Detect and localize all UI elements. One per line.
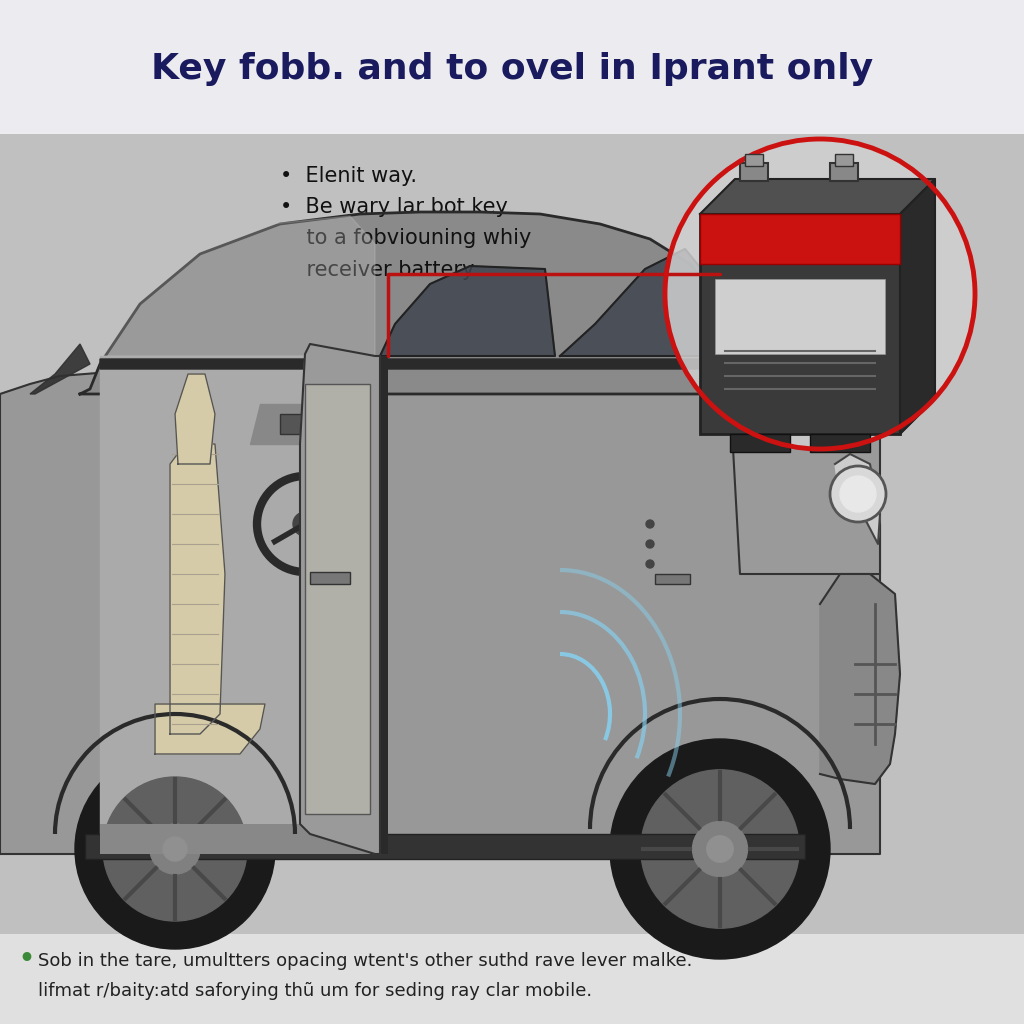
Circle shape — [665, 139, 975, 449]
Circle shape — [707, 836, 733, 862]
Circle shape — [646, 540, 654, 548]
Polygon shape — [300, 344, 380, 854]
Polygon shape — [170, 444, 225, 734]
Polygon shape — [155, 705, 265, 754]
Text: •: • — [18, 947, 34, 971]
Bar — [85, 834, 805, 859]
Circle shape — [641, 770, 799, 928]
Bar — [715, 279, 885, 354]
Bar — [740, 163, 768, 181]
Polygon shape — [380, 266, 555, 356]
Polygon shape — [835, 454, 880, 544]
Polygon shape — [900, 179, 935, 434]
Polygon shape — [100, 359, 730, 369]
Bar — [0, 934, 1024, 1024]
Circle shape — [75, 749, 275, 949]
Polygon shape — [560, 249, 720, 356]
Polygon shape — [100, 356, 375, 854]
Text: Sob in the tare, umultters opacing wtent's other suthd rave lever malke.: Sob in the tare, umultters opacing wtent… — [38, 952, 692, 970]
Text: •  Elenit way.
•  Be wary lar bot key
    to a fobviouning whiy
    receiver bat: • Elenit way. • Be wary lar bot key to a… — [280, 166, 531, 280]
Polygon shape — [0, 361, 880, 854]
Polygon shape — [80, 212, 730, 394]
Polygon shape — [730, 356, 880, 574]
Bar — [810, 434, 870, 452]
Bar — [100, 824, 375, 854]
Polygon shape — [30, 344, 90, 394]
Bar — [310, 572, 350, 584]
Bar — [730, 434, 790, 452]
Bar — [280, 414, 350, 434]
Circle shape — [646, 560, 654, 568]
Polygon shape — [250, 404, 375, 444]
Bar — [835, 154, 853, 166]
Bar — [700, 214, 900, 434]
Polygon shape — [175, 374, 215, 464]
Bar — [655, 574, 690, 584]
Circle shape — [692, 821, 748, 877]
Bar — [305, 384, 370, 814]
Bar — [0, 134, 1024, 934]
Text: Key fobb. and to ovel in Iprant only: Key fobb. and to ovel in Iprant only — [151, 52, 873, 86]
Circle shape — [610, 739, 830, 959]
Bar — [370, 356, 388, 854]
Circle shape — [840, 476, 876, 512]
Circle shape — [830, 466, 886, 522]
Circle shape — [103, 777, 247, 921]
Circle shape — [150, 824, 200, 874]
Text: lifmat r/baity:atd saforying thũ um for seding ray clar mobile.: lifmat r/baity:atd saforying thũ um for … — [38, 982, 592, 1000]
Circle shape — [646, 520, 654, 528]
Bar — [700, 214, 900, 264]
Polygon shape — [820, 574, 900, 784]
Polygon shape — [100, 216, 375, 356]
Bar — [830, 163, 858, 181]
Bar — [0, 0, 1024, 134]
Polygon shape — [700, 179, 935, 214]
Bar — [745, 154, 763, 166]
Circle shape — [163, 837, 187, 861]
Circle shape — [293, 512, 317, 536]
